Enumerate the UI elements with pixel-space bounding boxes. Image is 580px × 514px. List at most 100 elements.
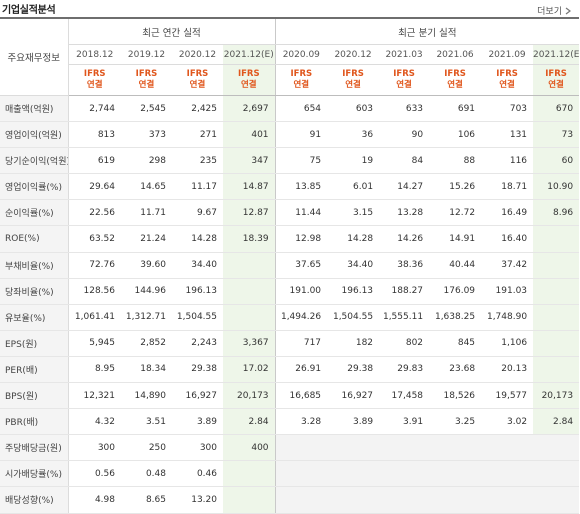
table-cell: 14.28 [172,225,223,253]
table-cell: 84 [379,147,430,175]
table-cell: 20.13 [481,356,534,384]
table-cell: 2,425 [172,95,223,123]
table-cell: 20,173 [533,382,580,410]
table-row: 영업이익률(%) 29.64 14.65 11.17 14.87 13.85 6.01 14.… [0,173,580,201]
table-row: 유보율(%) 1,061.41 1,312.71 1,504.55 1,494.26 1,… [0,304,580,331]
table-cell: 2.84 [223,408,276,436]
ifrs-label: IFRS 연결 [379,64,430,96]
ifrs-standard: IFRS [496,69,518,79]
table-cell [429,486,482,514]
table-cell [533,486,580,514]
ifrs-label: IFRS 연결 [429,64,482,96]
more-link[interactable]: 더보기 [537,4,572,17]
table-row: EPS(원) 5,945 2,852 2,243 3,367 717 182 802 845 1,… [0,329,580,357]
more-label: 더보기 [537,7,562,17]
table-cell: 2,697 [223,95,276,123]
period-header: 2020.12 [327,44,380,65]
ifrs-consolidated: 연결 [240,80,257,90]
table-cell: 15.26 [429,173,482,201]
ifrs-standard: IFRS [545,69,567,79]
row-label: 매출액(억원) [0,95,69,123]
row-label: ROE(%) [0,225,69,253]
table-cell: 0.46 [172,460,223,488]
table-cell: 18.34 [121,356,172,384]
chevron-right-icon [564,7,572,15]
ifrs-standard: IFRS [237,69,260,79]
table-cell: 131 [481,121,534,149]
table-cell [533,304,580,331]
table-cell: 91 [275,121,328,149]
row-label: 주당배당금(원) [0,434,69,462]
table-cell: 3.25 [429,408,482,436]
table-row: ROE(%) 63.52 21.24 14.28 18.39 12.98 14.28 14.2… [0,225,580,253]
table-cell: 3,367 [223,329,276,357]
table-cell: 1,106 [481,329,534,357]
ifrs-consolidated: 연결 [138,80,155,90]
table-row: 당기순이익(억원) 619 298 235 347 75 19 84 88 116 60 [0,147,580,175]
table-cell: 2,545 [121,95,172,123]
group-annual-header: 최근 연간 실적 [68,17,276,45]
table-cell: 9.67 [172,199,223,227]
table-cell: 2,852 [121,329,172,357]
table-row: PBR(배) 4.32 3.51 3.89 2.84 3.28 3.89 3.91 3.25 3.… [0,408,580,436]
table-cell: 14.28 [327,225,380,253]
table-cell: 34.40 [327,251,380,279]
table-cell [327,486,380,514]
table-cell [223,251,276,279]
table-cell: 23.68 [429,356,482,384]
table-cell: 72.76 [68,251,121,279]
table-row: 시가배당률(%) 0.56 0.48 0.46 [0,460,580,488]
table-cell: 29.38 [327,356,380,384]
table-body: 매출액(억원) 2,744 2,545 2,425 2,697 654 603 633 691 7… [0,95,580,514]
period-header: 2020.12 [172,44,223,65]
table-cell: 12,321 [68,382,121,410]
table-cell: 1,312.71 [121,304,172,331]
table-cell: 20,173 [223,382,276,410]
table-cell: 11.44 [275,199,328,227]
table-cell: 1,748.90 [481,304,534,331]
table-cell: 14.91 [429,225,482,253]
table-cell [275,434,328,462]
row-label: 배당성향(%) [0,486,69,514]
table-cell: 813 [68,121,121,149]
financial-table: 주요재무정보 최근 연간 실적 최근 분기 실적 2018.12 2019.12 2… [0,17,580,514]
table-cell [223,304,276,331]
table-cell: 128.56 [68,278,121,305]
table-cell: 3.02 [481,408,534,436]
table-cell: 401 [223,121,276,149]
table-cell: 373 [121,121,172,149]
table-cell: 14.87 [223,173,276,201]
table-cell [223,460,276,488]
table-cell: 34.40 [172,251,223,279]
row-label: 영업이익(억원) [0,121,69,149]
table-cell: 90 [379,121,430,149]
table-cell [379,486,430,514]
row-label: PER(배) [0,356,69,384]
table-cell [481,486,534,514]
ifrs-consolidated: 연결 [86,80,103,90]
table-cell: 1,555.11 [379,304,430,331]
table-cell: 0.56 [68,460,121,488]
table-cell: 191.00 [275,278,328,305]
table-cell: 13.85 [275,173,328,201]
table-cell: 16,927 [327,382,380,410]
table-cell: 26.91 [275,356,328,384]
table-row: 주당배당금(원) 300 250 300 400 [0,434,580,462]
table-cell: 654 [275,95,328,123]
ifrs-header-row: IFRS 연결 IFRS 연결 IFRS 연결 IFRS 연결 IFRS 연결 IFRS 연결 IFRS… [0,64,580,96]
section-title: 기업실적분석 [2,5,56,16]
table-cell: 16.49 [481,199,534,227]
ifrs-label: IFRS 연결 [68,64,121,96]
ifrs-consolidated: 연결 [293,80,310,90]
table-cell [533,225,580,253]
table-cell: 12.87 [223,199,276,227]
table-cell: 11.17 [172,173,223,201]
ifrs-label: IFRS 연결 [275,64,328,96]
table-cell: 4.98 [68,486,121,514]
table-cell: 22.56 [68,199,121,227]
table-cell: 2,744 [68,95,121,123]
table-cell [533,460,580,488]
table-cell: 670 [533,95,580,123]
row-label: BPS(원) [0,382,69,410]
group-quarter-header: 최근 분기 실적 [275,17,580,45]
